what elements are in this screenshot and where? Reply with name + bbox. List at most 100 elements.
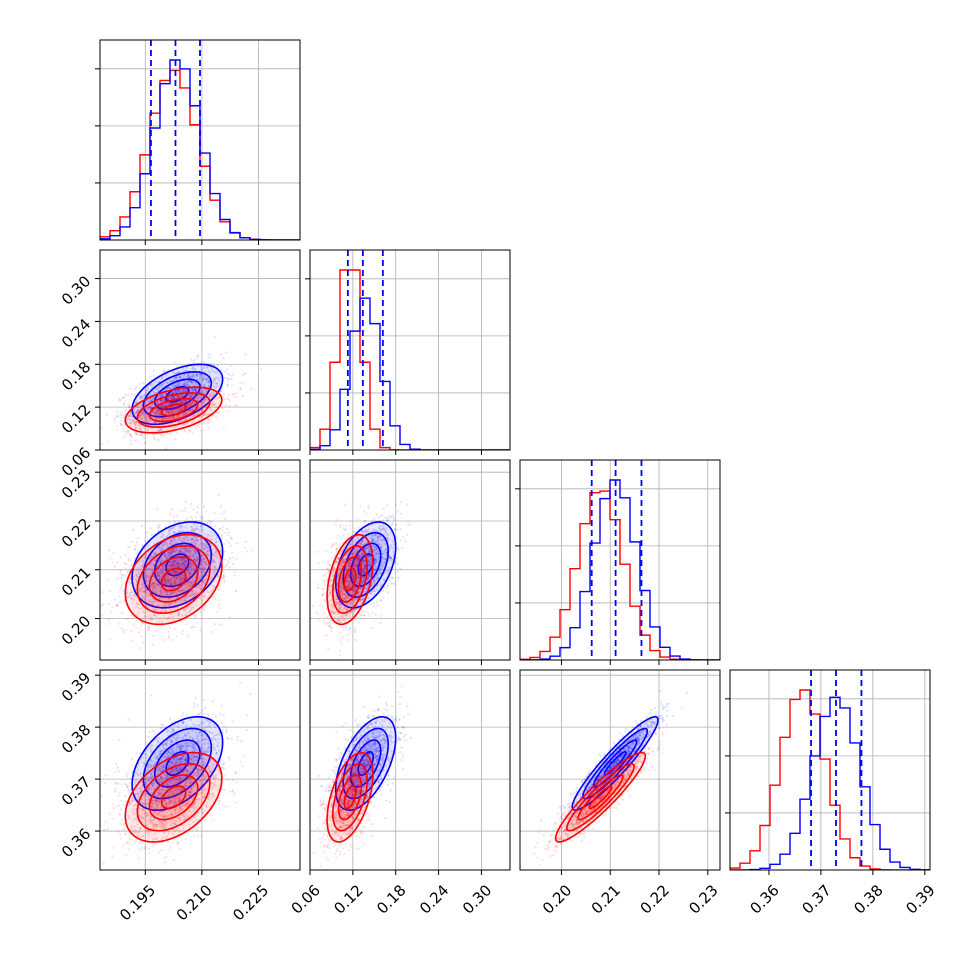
scatter-point [196,622,198,624]
scatter-point [221,407,223,409]
scatter-point [170,511,172,513]
scatter-point [190,516,192,518]
histogram-panel-0 [95,40,300,245]
scatter-point [120,556,122,558]
scatter-point [195,615,197,617]
scatter-point [205,510,207,512]
scatter-point [116,415,118,417]
scatter-point [195,427,197,429]
scatter-point [123,632,125,634]
scatter-point [192,362,194,364]
scatter-point [134,545,136,547]
scatter-point [134,557,136,559]
scatter-point [229,557,231,559]
scatter-point [125,393,127,395]
scatter-point [125,554,127,556]
scatter-point [211,521,213,523]
scatter-point [208,520,210,522]
scatter-point [244,373,246,375]
scatter-point [226,368,228,370]
scatter-point [214,336,216,338]
scatter-point [167,369,169,371]
scatter-point [234,396,236,398]
scatter-point [210,421,212,423]
scatter-point [224,543,226,545]
scatter-point [197,354,199,356]
scatter-point [128,547,130,549]
scatter-point [195,424,197,426]
scatter-point [211,631,213,633]
scatter-point [123,600,125,602]
scatter-point [140,624,142,626]
scatter-point [218,411,220,413]
scatter-point [224,566,226,568]
scatter-point [142,382,144,384]
scatter-point [108,603,110,605]
scatter-point [224,518,226,520]
scatter-point [120,420,122,422]
scatter-point [185,507,187,509]
scatter-point [221,513,223,515]
scatter-point [229,374,231,376]
scatter-point [244,547,246,549]
scatter-point [121,424,123,426]
scatter-point [129,387,131,389]
scatter-point [160,435,162,437]
scatter-point [234,571,236,573]
scatter-point [165,447,167,449]
scatter-point [122,427,124,429]
scatter-point [119,573,121,575]
scatter-point [242,395,244,397]
scatter-point [222,574,224,576]
scatter-point [395,503,397,505]
scatter-point [123,436,125,438]
scatter-point [227,373,229,375]
scatter-point [122,583,124,585]
scatter-point [223,577,225,579]
scatter-point [135,626,137,628]
scatter-point [317,587,319,589]
scatter-point [214,623,216,625]
scatter-point [229,400,231,402]
scatter-point [200,430,202,432]
scatter-point [173,516,175,518]
scatter-point [218,494,220,496]
scatter-point [141,629,143,631]
scatter-point [176,432,178,434]
scatter-point [216,417,218,419]
scatter-point [196,357,198,359]
scatter-point [170,639,172,641]
scatter-point [236,392,238,394]
scatter-point [135,386,137,388]
scatter-point [150,527,152,529]
scatter-point [134,440,136,442]
scatter-point [155,630,157,632]
scatter-point [157,438,159,440]
scatter-point [206,522,208,524]
y-tick-label: 0.30 [58,272,94,308]
scatter-point [180,510,182,512]
scatter-point [221,536,223,538]
scatter-panel-2-1 [310,460,510,665]
scatter-point [125,618,127,620]
scatter-point [128,560,130,562]
scatter-point [185,501,187,503]
scatter-point [228,378,230,380]
scatter-point [106,579,108,581]
scatter-point [129,406,131,408]
scatter-point [125,434,127,436]
scatter-point [95,447,97,449]
scatter-point [204,606,206,608]
scatter-point [231,552,233,554]
scatter-point [203,609,205,611]
scatter-point [116,578,118,580]
scatter-point [187,431,189,433]
scatter-point [225,351,227,353]
scatter-point [97,599,99,601]
scatter-point [226,539,228,541]
scatter-point [213,512,215,514]
scatter-point [199,422,201,424]
scatter-point [144,442,146,444]
scatter-point [376,604,378,606]
